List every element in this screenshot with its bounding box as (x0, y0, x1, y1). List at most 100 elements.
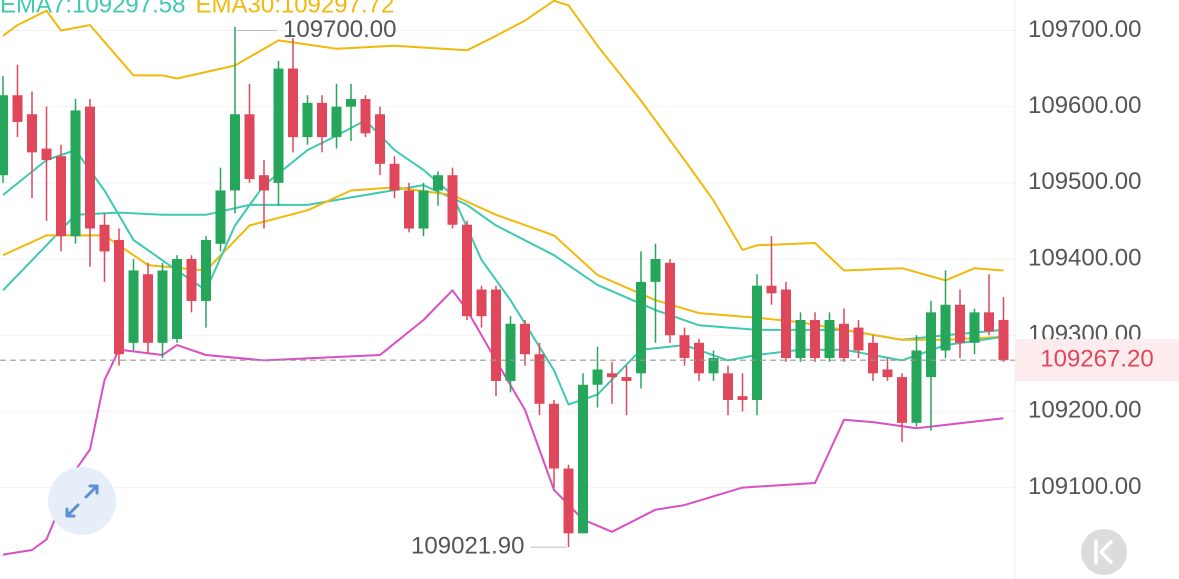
candle-body (969, 312, 980, 343)
candle-body (12, 95, 23, 122)
candle-body (433, 175, 443, 191)
candle-body (621, 377, 632, 381)
candle-body (172, 259, 182, 340)
candle-body (418, 190, 429, 229)
candle-body (868, 342, 878, 374)
candle-body (331, 106, 342, 138)
candle-body (273, 68, 284, 183)
candle-body (346, 99, 356, 107)
candles (0, 26, 1009, 548)
candle-body (636, 281, 646, 374)
candle-body (766, 285, 777, 294)
candle-body (85, 106, 95, 229)
candle-body (882, 369, 893, 378)
reset-icon (1094, 539, 1113, 565)
candle-body (679, 335, 690, 359)
indicator-line (2, 289, 1004, 556)
candle-body (302, 102, 313, 138)
candle-body (491, 289, 501, 381)
candle-body (230, 114, 240, 191)
candle-body (549, 403, 559, 469)
y-tick-label: 109500.00 (1028, 168, 1141, 195)
candle-body (534, 354, 545, 404)
candle-body (476, 289, 487, 317)
last-price-label: 109267.20 (1040, 346, 1153, 373)
candle-body (0, 95, 8, 176)
candle-body (404, 190, 414, 229)
candle-body (708, 358, 719, 374)
candle-body (56, 156, 66, 237)
markers: 109700.00 109021.90 109267.20 (0, 16, 1179, 559)
candle-body (665, 262, 675, 336)
candle-body (259, 175, 269, 191)
candle-body (201, 239, 211, 301)
candle-body (578, 384, 588, 534)
y-axis: 109100.00109200.00109300.00109400.001095… (1028, 16, 1141, 500)
y-tick-label: 109200.00 (1028, 397, 1141, 424)
candle-body (839, 323, 849, 359)
indicator-line (2, 184, 1004, 341)
candle-body (897, 377, 907, 423)
candle-body (360, 99, 371, 134)
candle-body (998, 319, 1009, 361)
candle-body (592, 369, 603, 385)
candle-body (563, 468, 574, 534)
candle-body (114, 239, 124, 355)
candle-body (215, 190, 226, 244)
candle-body (157, 270, 168, 343)
candle-body (244, 114, 255, 180)
candle-body (447, 175, 458, 225)
legend-entry: EMA30:109297.72 (195, 0, 394, 18)
candle-body (288, 68, 298, 138)
overlay-lines (2, 0, 1004, 556)
reset-button[interactable] (1081, 529, 1127, 575)
indicator-line (2, 119, 1004, 406)
grid (0, 29, 1015, 489)
y-tick-label: 109600.00 (1028, 92, 1141, 119)
candle-body (389, 163, 400, 191)
candle-body (99, 224, 110, 252)
candle-body (143, 274, 153, 343)
candle-body (795, 319, 806, 359)
expand-icon (65, 484, 99, 518)
candle-body (375, 114, 385, 164)
candle-body (27, 114, 37, 153)
y-tick-label: 109100.00 (1028, 473, 1141, 500)
low-marker-label: 109021.90 (411, 532, 524, 559)
legend-entry: EMA7:109297.58 (0, 0, 185, 18)
indicator-line (2, 186, 1004, 341)
reset-button-bg (1081, 529, 1127, 575)
candle-body (650, 259, 661, 282)
candle-body (781, 289, 791, 359)
candle-body (737, 396, 748, 400)
candle-body (911, 350, 922, 423)
candle-body (810, 319, 820, 359)
candle-body (853, 327, 864, 351)
candle-body (462, 224, 472, 317)
candle-body (70, 110, 81, 237)
candle-body (752, 285, 762, 400)
candle-body (607, 373, 617, 378)
high-marker-label: 109700.00 (283, 16, 396, 43)
candle-body (824, 319, 835, 359)
candle-body (926, 312, 936, 378)
y-tick-label: 109400.00 (1028, 244, 1141, 271)
candle-body (317, 102, 327, 138)
candle-body (955, 304, 965, 343)
candle-body (128, 270, 139, 343)
candle-body (984, 312, 994, 332)
candle-body (186, 259, 197, 301)
candle-body (520, 323, 530, 355)
expand-button[interactable] (48, 467, 116, 535)
candle-body (940, 304, 951, 351)
y-tick-label: 109700.00 (1028, 16, 1141, 43)
last-price-box (1015, 339, 1179, 382)
candle-body (41, 148, 52, 160)
candle-body (694, 342, 704, 374)
legend: EMA7:109297.58 EMA30:109297.72 (0, 0, 394, 18)
candle-body (505, 323, 516, 381)
candle-body (723, 373, 733, 400)
indicator-line (2, 0, 1004, 282)
expand-button-bg (48, 467, 116, 535)
